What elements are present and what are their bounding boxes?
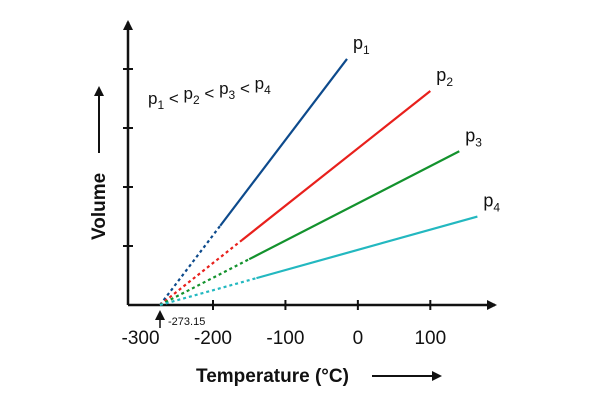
series-label-p1: p1 (353, 33, 370, 57)
series-label-p3: p3 (465, 125, 482, 149)
x-tick-label: -100 (266, 328, 304, 349)
series-line-p1 (219, 58, 348, 227)
pressure-relation: p1 < p2 < p3 < p4 (148, 74, 271, 112)
series-label-p4: p4 (483, 191, 500, 215)
series-line-p3 (248, 150, 460, 261)
series-labels: p1 p2 p3 p4 (353, 33, 500, 215)
x-tick-label: 0 (353, 328, 364, 349)
y-ticks (123, 68, 133, 247)
series-line-dashed-p4 (159, 277, 257, 307)
series-line-p4 (256, 215, 478, 280)
x-tick-label: 100 (414, 328, 446, 349)
x-ticks: -300 -200 -100 0 100 (122, 300, 446, 349)
series-line-p2 (241, 90, 431, 241)
series-line-dashed-p1 (159, 225, 222, 306)
series-line-dashed-p3 (159, 258, 250, 306)
origin-label: -273.15 (168, 316, 205, 328)
series-lines (159, 58, 478, 307)
x-tick-label: -300 (122, 328, 160, 349)
series-label-p2: p2 (436, 65, 453, 89)
y-axis-title: Volume (89, 173, 110, 240)
x-axis-title: Temperature (°C) (196, 366, 349, 387)
x-tick-label: -200 (194, 328, 232, 349)
